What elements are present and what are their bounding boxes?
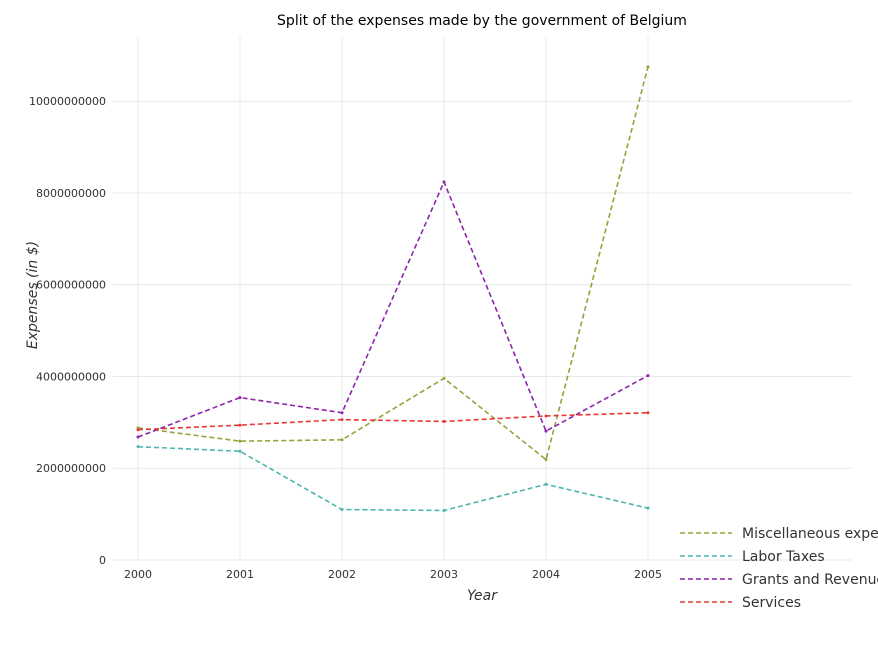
- series-lines: [136, 65, 650, 512]
- x-tick-label: 2001: [226, 568, 254, 581]
- data-point-miscellaneous-expenses: [544, 458, 548, 462]
- legend-label-services: Services: [742, 595, 801, 611]
- data-point-labor-taxes: [340, 508, 344, 512]
- data-point-labor-taxes: [544, 482, 548, 486]
- data-point-miscellaneous-expenses: [442, 376, 446, 380]
- legend-label-miscellaneous-expenses: Miscellaneous expenses: [742, 526, 878, 542]
- x-tick-label: 2003: [430, 568, 458, 581]
- series-line-grants-and-revenue: [137, 179, 649, 438]
- grid: [113, 37, 852, 561]
- data-point-labor-taxes: [442, 508, 446, 512]
- x-tick-label: 2000: [124, 568, 152, 581]
- data-point-miscellaneous-expenses: [238, 439, 242, 443]
- legend: Miscellaneous expenses Labor Taxes Grants …: [680, 526, 878, 611]
- data-point-labor-taxes: [646, 506, 650, 510]
- chart-title: Split of the expenses made by the govern…: [277, 13, 687, 29]
- legend-label-labor-taxes: Labor Taxes: [742, 549, 825, 565]
- y-axis-label: Expenses (in $): [25, 241, 41, 349]
- series-line-miscellaneous-expenses: [137, 66, 649, 461]
- y-tick-label: 4000000000: [36, 370, 106, 383]
- x-axis-label: Year: [467, 588, 498, 604]
- y-tick-label: 8000000000: [36, 187, 106, 200]
- data-point-grants-and-revenue: [544, 429, 548, 433]
- data-point-grants-and-revenue: [238, 396, 242, 400]
- x-tick-label: 2004: [532, 568, 560, 581]
- data-point-services: [238, 423, 242, 427]
- x-tick-label: 2002: [328, 568, 356, 581]
- x-axis: 2000 2001 2002 2003 2004 2005: [124, 568, 662, 581]
- data-point-miscellaneous-expenses: [340, 438, 344, 442]
- y-axis: 0 2000000000 4000000000 6000000000 800000000…: [29, 95, 106, 567]
- data-point-services: [136, 428, 140, 432]
- data-point-services: [544, 414, 548, 418]
- data-point-grants-and-revenue: [136, 435, 140, 439]
- data-point-services: [442, 419, 446, 423]
- data-point-labor-taxes: [136, 445, 140, 449]
- y-tick-label: 10000000000: [29, 95, 106, 108]
- data-point-services: [340, 418, 344, 422]
- data-point-labor-taxes: [238, 449, 242, 453]
- y-tick-label: 2000000000: [36, 462, 106, 475]
- data-point-grants-and-revenue: [340, 411, 344, 415]
- y-tick-label: 6000000000: [36, 279, 106, 292]
- series-line-services: [137, 411, 649, 431]
- data-point-grants-and-revenue: [442, 180, 446, 184]
- x-tick-label: 2005: [634, 568, 662, 581]
- data-point-miscellaneous-expenses: [646, 65, 650, 69]
- series-line-labor-taxes: [137, 445, 649, 512]
- y-tick-label: 0: [99, 554, 106, 567]
- legend-label-grants-and-revenue: Grants and Revenue: [742, 572, 878, 588]
- data-point-grants-and-revenue: [646, 374, 650, 378]
- data-point-services: [646, 411, 650, 415]
